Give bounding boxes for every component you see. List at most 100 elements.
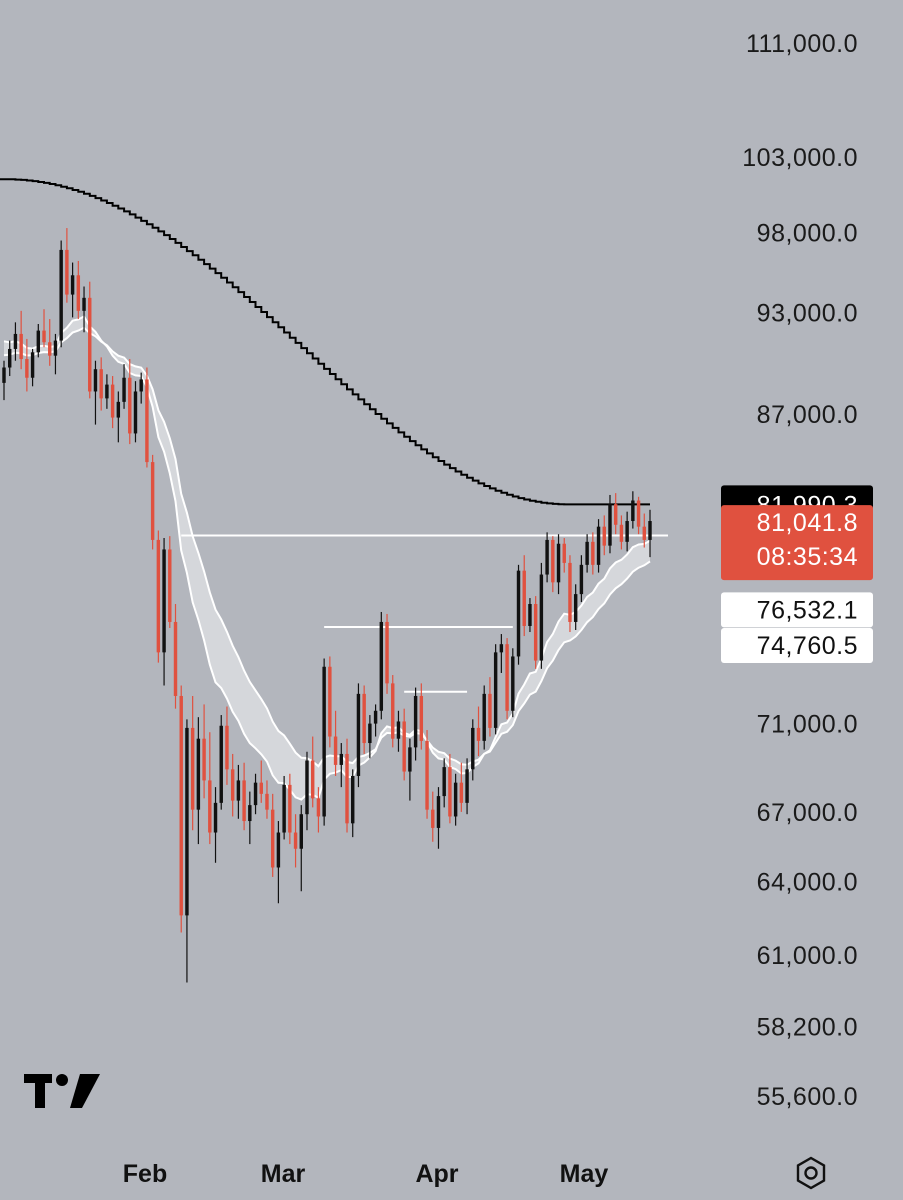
candle-body xyxy=(59,249,63,341)
candle xyxy=(573,584,578,631)
candle-body xyxy=(442,767,446,797)
candle-body xyxy=(551,539,555,583)
candle xyxy=(562,538,566,573)
candle xyxy=(196,717,201,845)
candle-body xyxy=(202,738,206,781)
candle xyxy=(379,611,384,720)
candle xyxy=(145,367,149,468)
candle xyxy=(488,677,492,737)
candle-body xyxy=(116,401,121,418)
candle-body xyxy=(505,644,509,711)
candle-body xyxy=(316,798,321,817)
hexagon-settings-icon[interactable] xyxy=(793,1155,829,1191)
candle xyxy=(225,706,229,785)
band-lower-tag xyxy=(721,627,873,663)
candle xyxy=(373,704,378,737)
candle xyxy=(156,530,161,663)
candle xyxy=(8,340,12,377)
candle-body xyxy=(585,541,589,565)
candle xyxy=(105,374,109,409)
ma-line xyxy=(0,178,650,506)
candle-body xyxy=(53,340,58,356)
candle xyxy=(168,536,172,628)
candle-body xyxy=(105,384,109,399)
candle-body xyxy=(93,369,98,392)
candle xyxy=(88,281,92,399)
candle xyxy=(596,519,601,573)
candle xyxy=(310,736,315,808)
candle-body xyxy=(648,521,652,540)
candle xyxy=(642,513,646,548)
candle xyxy=(351,769,355,838)
price-tick-label: 58,200.0 xyxy=(757,1013,858,1041)
candle xyxy=(631,491,635,529)
candle-body xyxy=(396,721,401,739)
candle xyxy=(448,753,452,824)
candle-body xyxy=(579,564,584,595)
candle xyxy=(99,357,103,411)
candle-body xyxy=(533,604,538,661)
candle xyxy=(551,536,555,593)
candle-body xyxy=(282,784,286,833)
candle xyxy=(185,719,189,983)
candle xyxy=(202,704,206,799)
candle-body xyxy=(499,644,504,653)
candle-body xyxy=(2,367,6,383)
candle xyxy=(305,751,309,831)
candle-body xyxy=(70,275,75,295)
band-lower-text: 74,760.5 xyxy=(757,632,858,660)
candle-body xyxy=(591,541,595,565)
candle xyxy=(13,322,18,361)
candle-body xyxy=(528,604,532,626)
candle xyxy=(499,634,504,673)
candle-body xyxy=(270,809,275,868)
candle xyxy=(128,359,132,445)
price-tick-label: 67,000.0 xyxy=(757,799,858,827)
price-tick-label: 93,000.0 xyxy=(757,299,858,327)
candle xyxy=(173,604,178,709)
candle xyxy=(453,773,458,826)
candle-body xyxy=(636,500,641,527)
candle xyxy=(248,791,252,845)
candle-body xyxy=(453,782,458,817)
candle xyxy=(265,780,269,819)
candle-body xyxy=(631,500,635,522)
candle xyxy=(356,683,361,788)
candle xyxy=(59,240,63,348)
candle-body xyxy=(516,570,521,657)
candle xyxy=(42,309,46,348)
candle-body xyxy=(293,832,298,849)
candle xyxy=(545,532,549,583)
candle-body xyxy=(236,780,241,801)
candle xyxy=(150,454,155,550)
candle-body xyxy=(562,543,566,563)
candle-body xyxy=(356,693,361,776)
candle-body xyxy=(305,760,309,815)
candle xyxy=(333,710,338,776)
candle xyxy=(190,695,195,831)
candle-body xyxy=(145,379,149,463)
band-fill xyxy=(4,316,650,800)
candle-body xyxy=(425,740,429,810)
candle-body xyxy=(190,727,195,810)
candle-body xyxy=(459,782,464,803)
candle xyxy=(116,391,121,443)
candle xyxy=(539,562,544,669)
tradingview-logo xyxy=(24,1074,100,1108)
candles xyxy=(2,228,652,983)
candle-body xyxy=(339,753,344,765)
candle xyxy=(122,364,126,409)
price-tick-label: 61,000.0 xyxy=(757,942,858,970)
candle-body xyxy=(133,391,138,434)
candle xyxy=(282,775,286,840)
time-axis: Feb Mar Apr May xyxy=(123,1160,609,1188)
candle xyxy=(316,787,321,833)
candle-body xyxy=(173,621,178,696)
candle xyxy=(476,706,481,757)
time-label-mar: Mar xyxy=(261,1160,306,1188)
candle-body xyxy=(368,723,372,744)
candle-body xyxy=(642,526,646,540)
candle-body xyxy=(493,652,498,728)
